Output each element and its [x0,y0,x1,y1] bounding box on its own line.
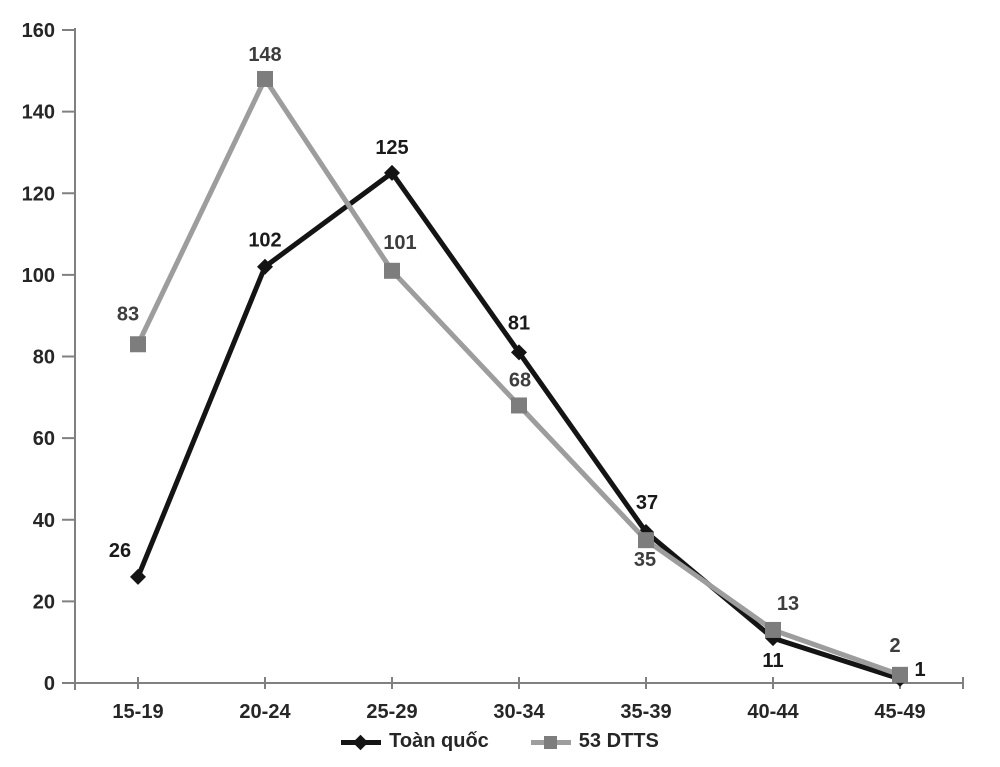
data-label: 148 [248,44,281,66]
y-tick-label: 80 [33,347,55,369]
y-tick-label: 0 [44,673,55,695]
y-tick-label: 100 [22,265,55,287]
x-tick-label: 35-39 [620,701,671,723]
y-tick-label: 160 [22,20,55,42]
square-marker-icon [511,397,527,414]
y-tick-label: 120 [22,183,55,205]
data-label: 2 [889,635,900,657]
x-tick-label: 30-34 [493,701,545,723]
data-label: 11 [762,650,783,672]
data-label: 1 [914,659,925,681]
y-tick-label: 20 [33,591,55,613]
x-tick-label: 20-24 [239,701,291,723]
legend-label-toan-quoc: Toàn quốc [389,730,489,752]
diamond-marker-icon [257,258,273,275]
legend-label-53-dtts: 53 DTTS [578,730,659,752]
diamond-marker-icon [352,734,369,750]
data-label: 68 [509,369,531,391]
data-label: 37 [636,492,658,514]
y-tick-label: 140 [22,102,55,124]
square-marker-icon [384,262,400,279]
diamond-marker-icon [384,164,400,181]
data-label: 125 [375,137,408,159]
y-tick-label: 40 [33,510,55,532]
x-tick-label: 45-49 [874,701,925,723]
diamond-marker-icon [130,568,146,585]
square-marker-icon [892,666,908,683]
square-marker-icon [257,70,273,87]
legend-diamond-line-icon [341,734,382,750]
diamond-marker-icon [511,344,527,361]
chart-legend: Toàn quốc 53 DTTS [0,730,1000,753]
legend-square-line-icon [530,734,571,750]
data-label: 26 [109,540,131,562]
data-label: 81 [508,312,530,334]
data-label: 83 [117,303,139,325]
square-marker-icon [638,532,654,549]
square-marker-icon [543,735,557,749]
x-tick-label: 15-19 [112,701,163,723]
legend-entry-toan-quoc: Toàn quốc [341,730,489,753]
legend-entry-53-dtts: 53 DTTS [530,730,659,753]
x-tick-label: 40-44 [747,701,799,723]
data-label: 102 [248,230,281,252]
data-label: 101 [383,232,416,254]
square-marker-icon [765,621,781,638]
data-label: 13 [777,593,799,615]
data-label: 35 [634,549,656,571]
x-tick-label: 25-29 [366,701,417,723]
square-marker-icon [130,336,146,353]
y-tick-label: 60 [33,428,55,450]
